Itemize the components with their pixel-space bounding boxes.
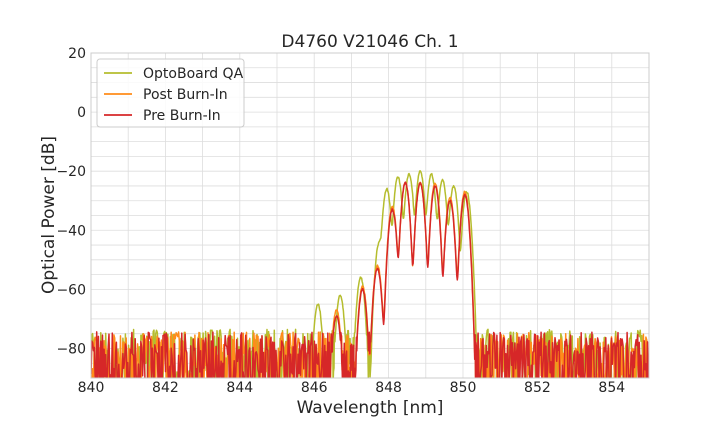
- legend-label: Post Burn-In: [143, 87, 228, 103]
- y-tick-label: 0: [77, 105, 86, 121]
- x-ticks: 840 842 844 846 848 850 852 854: [78, 380, 626, 396]
- y-tick-label: −20: [56, 164, 86, 180]
- x-tick-label: 852: [524, 380, 551, 396]
- legend: OptoBoard QA Post Burn-In Pre Burn-In: [96, 58, 245, 128]
- x-tick-label: 844: [226, 380, 253, 396]
- chart-title: D4760 V21046 Ch. 1: [281, 32, 458, 52]
- y-tick-label: 20: [68, 46, 86, 62]
- x-tick-label: 848: [375, 380, 402, 396]
- series-line: [91, 181, 649, 378]
- x-tick-label: 850: [450, 380, 477, 396]
- y-tick-label: −80: [56, 341, 86, 357]
- series-layer: [91, 170, 649, 378]
- x-tick-label: 854: [598, 380, 625, 396]
- legend-label: OptoBoard QA: [143, 66, 244, 82]
- x-tick-label: 846: [301, 380, 328, 396]
- y-tick-label: −40: [56, 223, 86, 239]
- y-tick-label: −60: [56, 282, 86, 298]
- y-axis-label: Optical Power [dB]: [39, 136, 59, 294]
- legend-label: Pre Burn-In: [143, 108, 221, 124]
- x-tick-label: 842: [152, 380, 179, 396]
- x-tick-label: 840: [78, 380, 105, 396]
- y-ticks: 20 0 −20 −40 −60 −80: [56, 46, 86, 357]
- x-axis-label: Wavelength [nm]: [297, 398, 444, 418]
- plot-frame: [90, 52, 650, 379]
- legend-box: [96, 58, 245, 128]
